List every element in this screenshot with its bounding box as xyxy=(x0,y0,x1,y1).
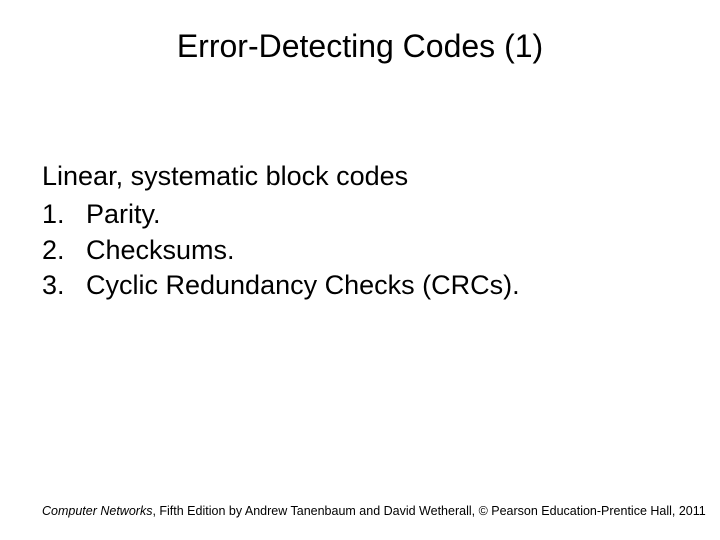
code-list: Parity. Checksums. Cyclic Redundancy Che… xyxy=(42,198,678,305)
footer-book-title: Computer Networks xyxy=(42,504,152,518)
slide-title: Error-Detecting Codes (1) xyxy=(0,28,720,65)
list-item: Checksums. xyxy=(76,234,678,270)
slide: Error-Detecting Codes (1) Linear, system… xyxy=(0,0,720,540)
footer-attribution: , Fifth Edition by Andrew Tanenbaum and … xyxy=(152,504,705,518)
footer: Computer Networks, Fifth Edition by Andr… xyxy=(42,504,678,518)
list-item: Cyclic Redundancy Checks (CRCs). xyxy=(76,269,678,305)
slide-body: Linear, systematic block codes Parity. C… xyxy=(42,160,678,305)
list-item: Parity. xyxy=(76,198,678,234)
intro-text: Linear, systematic block codes xyxy=(42,160,678,194)
